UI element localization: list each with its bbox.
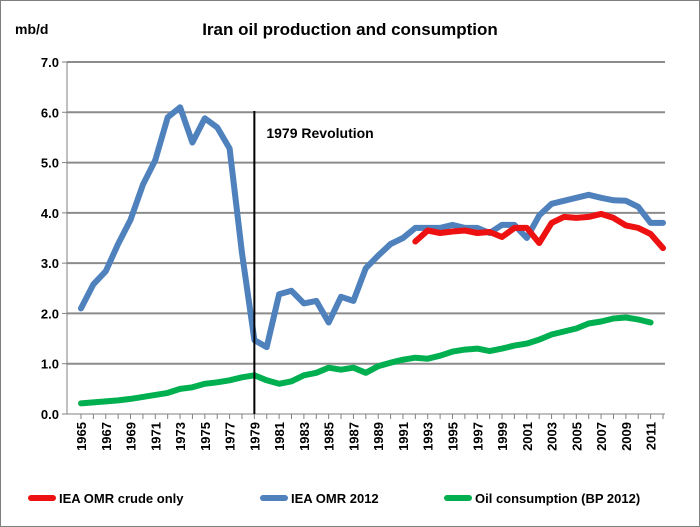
x-tick-label: 2005 [569, 422, 584, 451]
x-tick-label: 2001 [520, 422, 535, 451]
y-tick-label: 4.0 [41, 206, 59, 221]
x-tick-label: 1965 [74, 422, 89, 451]
legend-label-iea-omr-crude-only: IEA OMR crude only [59, 491, 184, 506]
x-tick-label: 2003 [545, 422, 560, 451]
y-axis-label: mb/d [15, 21, 48, 37]
x-tick-label: 1993 [421, 422, 436, 451]
x-tick-labels: 1965 1967 1969 1971 1973 1975 1977 1979 1981 1983… [74, 422, 659, 451]
legend-label-iea-omr-2012: IEA OMR 2012 [291, 491, 379, 506]
y-tick-label: 6.0 [41, 105, 59, 120]
y-tick-label: 5.0 [41, 156, 59, 171]
y-tick-label: 0.0 [41, 407, 59, 422]
x-tick-label: 1983 [297, 422, 312, 451]
oil-consumption-bp-2012-line [78, 314, 654, 407]
iea-omr-2012-line [78, 104, 666, 351]
x-tick-label: 1995 [445, 422, 460, 451]
legend-label-oil-consumption-bp-2012: Oil consumption (BP 2012) [475, 491, 640, 506]
x-tick-label: 2007 [594, 422, 609, 451]
x-tick-label: 1997 [470, 422, 485, 451]
axes [62, 61, 665, 419]
chart-title: Iran oil production and consumption [202, 20, 498, 39]
x-tick-label: 1987 [346, 422, 361, 451]
x-tick-label: 1973 [173, 422, 188, 451]
x-tick-label: 1971 [148, 422, 163, 451]
x-tick-label: 1967 [99, 422, 114, 451]
x-tick-label: 2011 [644, 422, 659, 450]
x-tick-label: 1999 [495, 422, 510, 451]
y-tick-labels: 0.0 1.0 2.0 3.0 4.0 5.0 6.0 7.0 [41, 55, 59, 422]
x-tick-label: 1969 [124, 422, 139, 451]
gridlines [67, 61, 665, 365]
y-tick-label: 7.0 [41, 55, 59, 70]
x-tick-label: 1977 [223, 422, 238, 451]
x-tick-label: 2009 [619, 422, 634, 451]
x-tick-label: 1981 [272, 422, 287, 451]
x-tick-label: 1975 [198, 422, 213, 451]
x-tick-label: 1989 [371, 422, 386, 451]
y-tick-label: 2.0 [41, 306, 59, 321]
y-tick-label: 3.0 [41, 256, 59, 271]
x-tick-label: 1979 [247, 422, 262, 451]
revolution-annotation: 1979 Revolution [253, 111, 374, 414]
x-tick-label: 1991 [396, 422, 411, 451]
series-lines [78, 104, 666, 407]
legend: IEA OMR crude only IEA OMR 2012 Oil consum… [28, 491, 640, 506]
revolution-label: 1979 Revolution [266, 125, 373, 141]
iea-omr-crude-only-line [412, 210, 666, 252]
y-tick-label: 1.0 [41, 357, 59, 372]
x-tick-label: 1985 [322, 422, 337, 451]
